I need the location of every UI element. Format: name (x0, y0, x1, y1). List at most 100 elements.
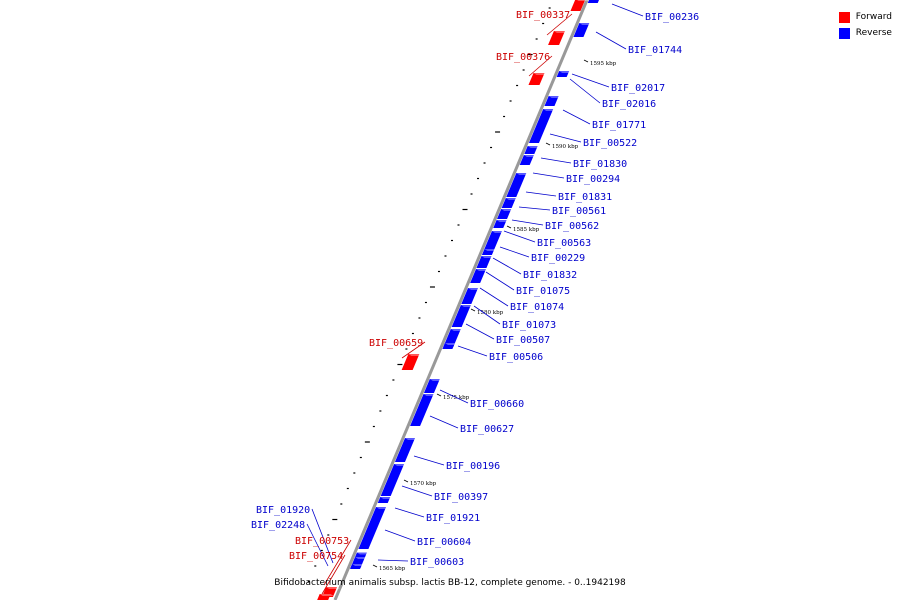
gene-shape (476, 256, 492, 268)
scale-mark-label: 1585 kbp (513, 227, 540, 233)
gene-shape (442, 343, 455, 349)
gene-shape-highlight (405, 438, 419, 440)
gene-feature-bif_02016 (544, 96, 562, 106)
gene-shape (548, 31, 565, 45)
legend-item-reverse: Reverse (838, 25, 892, 41)
leader-line (384, 529, 416, 542)
scale-tick (583, 59, 589, 63)
gene-label-bif_01771: BIF_01771 (592, 120, 646, 131)
gene-shape-highlight (481, 256, 495, 258)
leader-line (595, 31, 627, 50)
scale-mark-label: 1570 kbp (410, 481, 437, 487)
gene-feature-bif_00561 (497, 209, 515, 219)
gene-label-bif_00563: BIF_00563 (537, 238, 591, 249)
gene-feature-forward (570, 0, 589, 11)
gene-label-bif_00659: BIF_00659 (369, 338, 423, 349)
gene-shape-highlight (319, 594, 334, 596)
scale-tick (506, 225, 512, 229)
gene-shape (573, 23, 590, 37)
gene-shape (519, 155, 534, 165)
gene-shape (506, 173, 527, 197)
gene-shape-highlight (496, 220, 510, 222)
gene-shape-highlight (326, 587, 341, 589)
genome-caption: Bifidobacterium animalis subsp. lactis B… (274, 578, 626, 588)
leader-line (413, 455, 445, 466)
scale-mark-label: 1565 kbp (379, 566, 406, 572)
gene-label-bif_00196: BIF_00196 (446, 461, 500, 472)
gene-feature-bif_02248 (350, 564, 366, 568)
gene-feature-bif_00659 (401, 354, 423, 370)
gene-feature-bif_00506 (442, 343, 458, 349)
leader-line (479, 287, 509, 307)
gene-shape-highlight (501, 209, 515, 211)
gene-shape (423, 379, 440, 393)
gene-shape-highlight (352, 564, 366, 566)
gene-shape-highlight (468, 288, 482, 290)
gene-shape-highlight (516, 173, 530, 175)
gene-feature-bif_00236 (587, 0, 599, 3)
leader-line (540, 157, 572, 164)
gene-feature-bif_00522 (524, 146, 541, 154)
gene-label-bif_00627: BIF_00627 (460, 424, 514, 435)
gene-shape-highlight (408, 354, 423, 356)
gene-feature-bif_01831 (501, 198, 519, 208)
leader-line (306, 523, 329, 567)
gene-label-bif_00376: BIF_00376 (496, 52, 550, 63)
gene-shape (377, 497, 391, 503)
gene-label-bif_00236: BIF_00236 (645, 12, 699, 23)
gene-label-bif_00506: BIF_00506 (489, 352, 543, 363)
gene-feature-bif_00507 (443, 329, 464, 347)
gene-feature-bif_01744 (573, 23, 593, 37)
leader-line (571, 73, 610, 88)
leader-line (569, 78, 601, 104)
gene-label-bif_00753: BIF_00753 (295, 536, 349, 547)
gene-feature-bif_02017 (556, 71, 573, 77)
gene-shape (354, 552, 367, 558)
legend-label-reverse: Reverse (855, 28, 892, 38)
gene-label-bif_01744: BIF_01744 (628, 45, 682, 56)
gene-feature-bif_01771 (528, 109, 557, 143)
gene-shape (317, 594, 331, 600)
label-leader-lines (306, 3, 644, 595)
leader-line (549, 133, 582, 143)
gene-shape (470, 269, 487, 283)
gene-label-bif_01075: BIF_01075 (516, 286, 570, 297)
gene-label-bif_00660: BIF_00660 (470, 399, 524, 410)
gene-shape (380, 464, 405, 496)
gene-shape (587, 0, 599, 3)
gene-shape (461, 288, 479, 304)
leader-line (499, 246, 530, 258)
gene-shape-highlight (579, 23, 593, 25)
gene-label-bif_00562: BIF_00562 (545, 221, 599, 232)
scale-tick (372, 564, 378, 568)
gene-label-bif_00754: BIF_00754 (289, 551, 343, 562)
gene-label-bif_00522: BIF_00522 (583, 138, 637, 149)
gene-feature-bif_00229 (481, 249, 498, 255)
legend-swatch-forward (838, 11, 850, 23)
leader-line (546, 13, 573, 36)
gene-shape-highlight (543, 109, 557, 111)
leader-line (525, 191, 557, 197)
gene-shape-highlight (476, 269, 490, 271)
gene-label-bif_00397: BIF_00397 (434, 492, 488, 503)
gene-label-bif_02017: BIF_02017 (611, 83, 665, 94)
scale-tick (403, 479, 409, 483)
gene-label-bif_00229: BIF_00229 (531, 253, 585, 264)
gene-shape (528, 73, 545, 85)
gene-shape (501, 198, 516, 208)
gene-feature-bif_00563 (484, 231, 505, 249)
gene-shape (484, 231, 502, 249)
leader-line (323, 539, 352, 586)
leader-line (311, 508, 334, 564)
leader-line (528, 55, 553, 77)
genome-backbone (333, 0, 589, 600)
gene-feature-bif_00376 (528, 73, 548, 85)
scale-tick (545, 142, 551, 146)
gene-shape (556, 71, 570, 77)
gene-label-bif_00507: BIF_00507 (496, 335, 550, 346)
leader-line (485, 271, 515, 291)
leader-line (401, 341, 426, 359)
leader-line (611, 3, 644, 17)
